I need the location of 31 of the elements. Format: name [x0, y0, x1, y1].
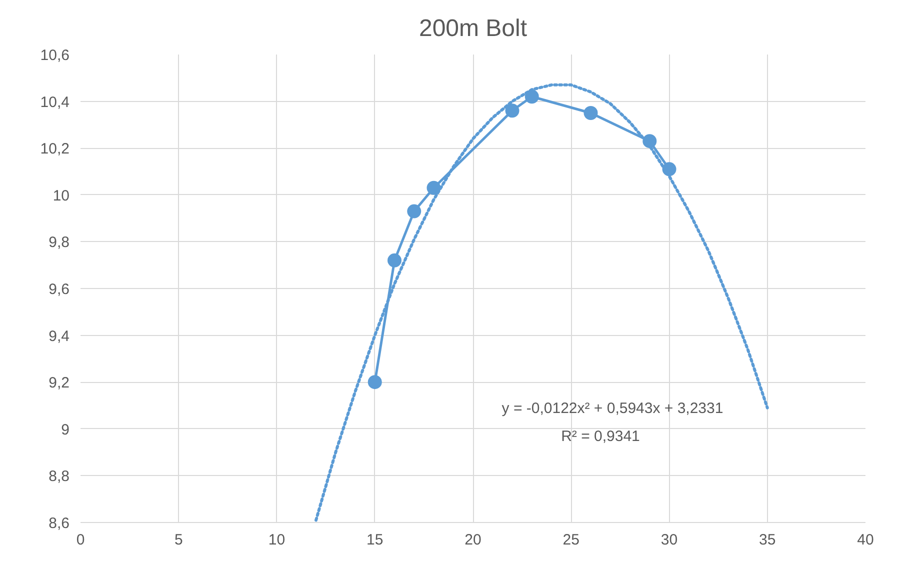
annotation: R² = 0,9341 [561, 428, 640, 445]
y-tick-label: 9,4 [48, 328, 70, 345]
x-tick-label: 5 [174, 532, 183, 548]
point [368, 375, 382, 390]
y-tick-label: 9 [61, 421, 70, 438]
y-tick-label: 9,8 [48, 234, 70, 252]
chart-title: 200m Bolt [418, 15, 528, 42]
y-tick-label: 10 [52, 187, 70, 204]
point [584, 106, 598, 120]
x-tick-label: 25 [562, 532, 580, 548]
y-tick-label: 8,6 [48, 515, 70, 532]
y-tick-label: 10,6 [40, 47, 70, 64]
line-series [314, 83, 769, 522]
annotation: y = -0,0122x² + 0,5943x + 3,2331 [502, 400, 724, 417]
x-tick-label: 20 [464, 532, 482, 548]
point [426, 180, 441, 195]
y-tick-label: 9,2 [48, 374, 70, 392]
x-tick-label: 10 [268, 532, 286, 548]
x-tick-label: 35 [759, 532, 776, 548]
x-tick-label: 0 [76, 532, 85, 548]
x-tick-label: 30 [660, 532, 678, 548]
y-tick-label: 8,8 [48, 468, 70, 486]
y-tick-label: 10,2 [40, 140, 70, 158]
point [524, 90, 539, 104]
x-tick-label: 40 [857, 532, 874, 548]
point [388, 253, 402, 268]
point [407, 204, 422, 218]
x-tick-label: 15 [366, 532, 384, 548]
y-tick-label: 10,4 [40, 94, 70, 111]
y-tick-label: 9,6 [48, 281, 70, 298]
point [505, 104, 520, 118]
